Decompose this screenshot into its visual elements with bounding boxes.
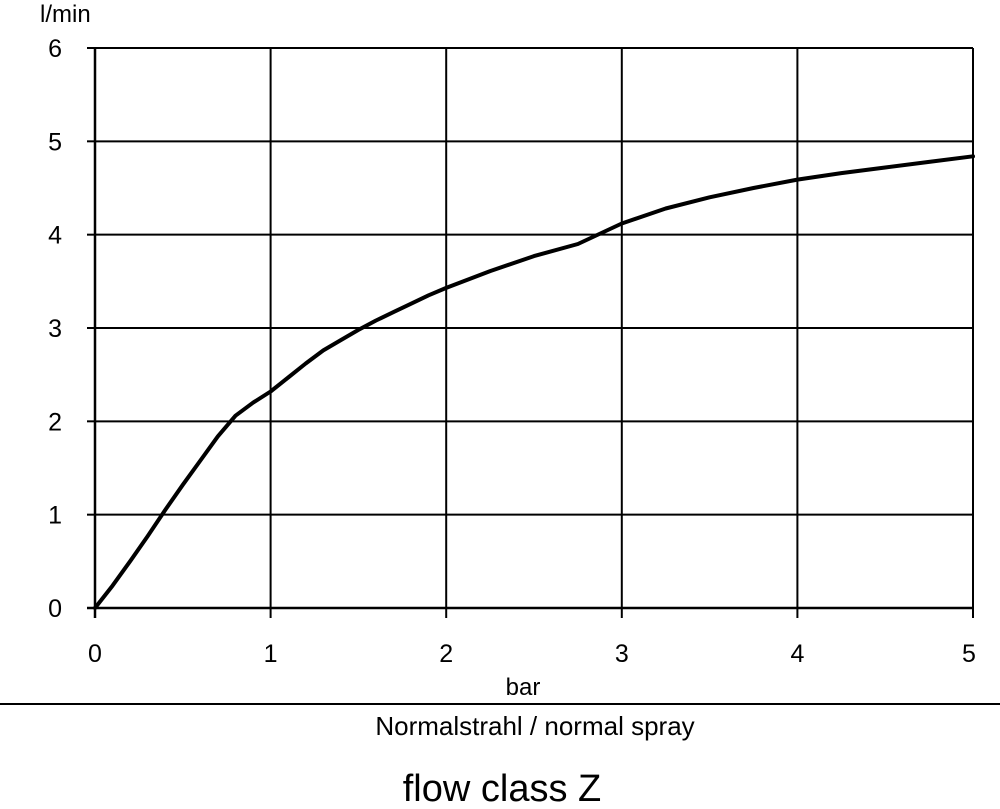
series-line-0	[93, 154, 975, 610]
x-axis-label: bar	[506, 674, 541, 701]
x-tick-label-3: 3	[615, 640, 629, 668]
flow-class-label: flow class Z	[403, 768, 601, 809]
y-tick-label-6: 6	[48, 35, 62, 63]
y-tick-label-4: 4	[48, 222, 62, 250]
grid-lines	[95, 47, 974, 608]
y-axis-ticks: 0 1 2 3 4 5 6	[48, 35, 95, 623]
axes	[87, 48, 973, 618]
x-tick-label-5: 5	[962, 640, 976, 668]
y-tick-label-5: 5	[48, 128, 62, 156]
x-axis-ticks: 0 1 2 3 4 5	[88, 608, 976, 668]
x-tick-label-2: 2	[439, 640, 453, 668]
series-layer	[93, 154, 975, 610]
y-axis-label: l/min	[40, 1, 91, 28]
x-tick-label-4: 4	[790, 640, 804, 668]
y-tick-label-2: 2	[48, 408, 62, 436]
y-tick-label-3: 3	[48, 315, 62, 343]
x-tick-label-0: 0	[88, 640, 102, 668]
y-tick-label-1: 1	[48, 502, 62, 530]
chart-caption: Normalstrahl / normal spray	[375, 711, 694, 741]
x-tick-label-1: 1	[264, 640, 278, 668]
y-tick-label-0: 0	[48, 595, 62, 623]
